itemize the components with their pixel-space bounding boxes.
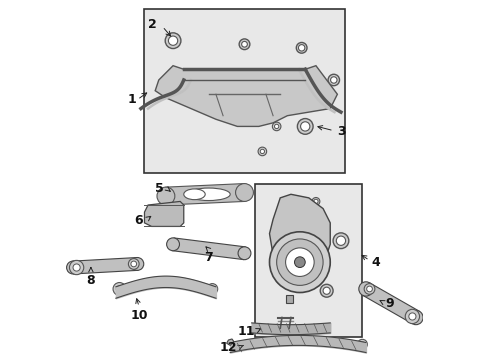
Text: 12: 12: [220, 341, 237, 354]
Circle shape: [166, 238, 179, 251]
Circle shape: [278, 278, 282, 282]
Text: 5: 5: [155, 182, 164, 195]
Text: 9: 9: [384, 297, 393, 310]
Circle shape: [408, 313, 415, 320]
Bar: [255, 184, 362, 337]
Circle shape: [235, 184, 253, 202]
Polygon shape: [172, 238, 245, 260]
Circle shape: [206, 284, 217, 294]
Polygon shape: [155, 66, 337, 126]
Circle shape: [296, 42, 306, 53]
Circle shape: [66, 261, 80, 274]
Text: 1: 1: [127, 93, 136, 106]
Circle shape: [113, 283, 125, 296]
Circle shape: [116, 286, 122, 292]
Circle shape: [276, 276, 283, 284]
Circle shape: [165, 33, 181, 49]
Circle shape: [357, 339, 366, 349]
Ellipse shape: [183, 189, 205, 200]
Circle shape: [320, 284, 332, 297]
Circle shape: [330, 77, 336, 83]
Circle shape: [168, 36, 177, 45]
Polygon shape: [269, 194, 329, 287]
Text: 2: 2: [148, 18, 157, 31]
Circle shape: [279, 198, 287, 205]
Text: 11: 11: [237, 325, 255, 338]
Circle shape: [313, 199, 317, 203]
Polygon shape: [144, 202, 183, 226]
Circle shape: [238, 247, 250, 260]
Circle shape: [239, 39, 249, 50]
Circle shape: [128, 258, 139, 269]
Circle shape: [260, 149, 264, 154]
Text: 4: 4: [370, 256, 379, 269]
Circle shape: [366, 286, 372, 292]
Circle shape: [163, 78, 175, 89]
Circle shape: [336, 236, 345, 246]
Text: 3: 3: [337, 125, 346, 138]
Circle shape: [173, 212, 180, 219]
Polygon shape: [226, 339, 233, 345]
Circle shape: [166, 80, 172, 87]
Circle shape: [327, 74, 339, 86]
Circle shape: [332, 233, 348, 249]
Circle shape: [131, 257, 143, 270]
Circle shape: [294, 257, 305, 267]
Circle shape: [311, 198, 319, 205]
Circle shape: [405, 309, 419, 324]
Circle shape: [313, 278, 317, 282]
Circle shape: [272, 122, 281, 131]
Circle shape: [300, 122, 309, 131]
Circle shape: [175, 214, 178, 217]
Circle shape: [131, 261, 136, 267]
Circle shape: [297, 118, 312, 134]
Ellipse shape: [187, 188, 230, 201]
Bar: [144, 9, 344, 173]
Circle shape: [73, 264, 80, 271]
Circle shape: [364, 284, 374, 294]
Circle shape: [323, 287, 329, 294]
Text: 6: 6: [134, 213, 142, 226]
Circle shape: [269, 232, 329, 293]
Polygon shape: [73, 257, 138, 274]
Text: 8: 8: [86, 274, 95, 287]
Circle shape: [285, 248, 313, 276]
Circle shape: [258, 147, 266, 156]
Circle shape: [281, 199, 285, 203]
Circle shape: [408, 310, 422, 325]
Circle shape: [312, 276, 319, 284]
Polygon shape: [362, 283, 419, 324]
Circle shape: [298, 45, 304, 51]
Circle shape: [358, 282, 372, 296]
Polygon shape: [165, 184, 244, 205]
Text: 10: 10: [130, 309, 147, 322]
Circle shape: [157, 187, 175, 205]
Circle shape: [274, 124, 278, 129]
Circle shape: [241, 41, 247, 47]
Circle shape: [69, 260, 83, 275]
Circle shape: [209, 286, 215, 292]
Bar: [285, 296, 293, 303]
Circle shape: [276, 239, 323, 285]
Text: 7: 7: [204, 251, 213, 265]
Circle shape: [359, 342, 364, 347]
